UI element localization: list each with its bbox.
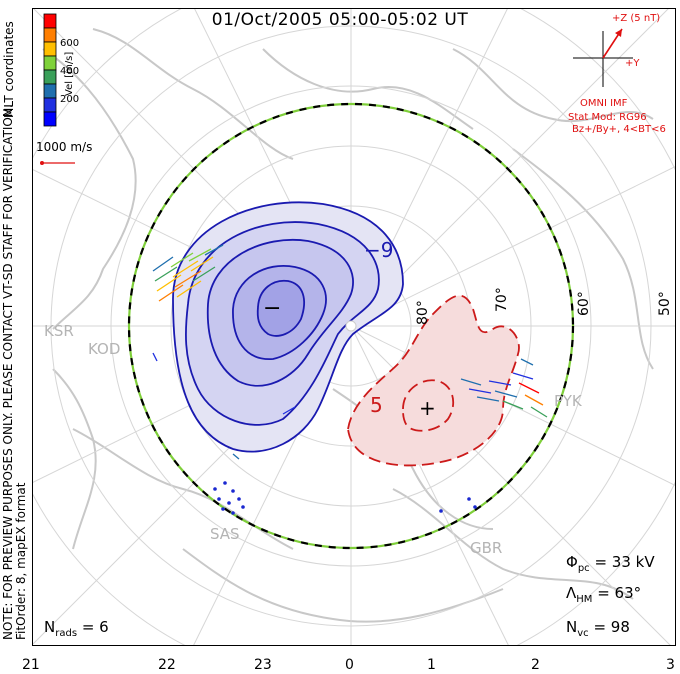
latitude-label-70: 70°	[494, 287, 510, 312]
station-kod: KOD	[88, 340, 121, 358]
mlt-tick-21: 21	[22, 657, 40, 673]
colorbar-tick-600: 600	[60, 38, 80, 49]
pole-marker	[345, 320, 357, 332]
scale-vector-label: 1000 m/s	[36, 140, 93, 154]
positive-cell-label: 5	[370, 393, 383, 417]
station-ksr: KSR	[44, 322, 74, 340]
mlt-tick-22: 22	[158, 657, 176, 673]
cross-polar-potential: Φpc = 33 kV	[566, 553, 655, 574]
dawn-vectors	[460, 358, 548, 418]
mlt-tick-1: 1	[427, 657, 436, 673]
imf-model: Stat Mod: RG96	[568, 112, 647, 123]
station-sas: SAS	[210, 525, 240, 543]
colorbar-tick-200: 200	[60, 94, 80, 105]
polar-map	[33, 9, 675, 645]
negative-cell-center: −	[263, 296, 282, 321]
latitude-label-60: 60°	[576, 291, 592, 316]
negative-cell	[172, 201, 404, 453]
hm-latitude: ΛHM = 63°	[566, 584, 642, 605]
map-title: 01/Oct/2005 05:00-05:02 UT	[211, 10, 469, 30]
mlt-tick-23: 23	[254, 657, 272, 673]
station-pyk: PYK	[554, 392, 582, 410]
latitude-label-80: 80°	[415, 300, 431, 325]
preview-note: NOTE: FOR PREVIEW PURPOSES ONLY. PLEASE …	[1, 104, 28, 640]
colorbar-tick-400: 400	[60, 66, 80, 77]
imf-dial	[573, 28, 633, 87]
map-frame	[32, 8, 676, 646]
station-gbr: GBR	[470, 539, 503, 557]
low-velocity-dots	[213, 481, 477, 515]
mlt-tick-2: 2	[531, 657, 540, 673]
positive-cell	[347, 294, 520, 467]
dusk-vectors	[152, 244, 296, 460]
coordinate-system-label: MLT coordinates	[2, 21, 16, 118]
latitude-label-50: 50°	[657, 291, 673, 316]
scale-vector	[40, 161, 75, 165]
mlt-tick-3: 3	[666, 657, 675, 673]
imf-source: OMNI IMF	[580, 98, 628, 109]
positive-cell-center: +	[419, 396, 436, 420]
mlt-tick-0: 0	[345, 657, 354, 673]
velocity-colorbar	[43, 13, 57, 127]
imf-by-label: +Y	[625, 58, 640, 69]
negative-cell-label: −9	[364, 238, 394, 262]
vector-count: Nvc = 98	[566, 618, 630, 639]
imf-condition: Bz+/By+, 4<BT<6	[572, 124, 666, 135]
imf-bz-label: +Z (5 nT)	[612, 13, 661, 24]
radar-count: Nrads = 6	[44, 618, 109, 639]
hm-boundary-dash	[127, 102, 575, 550]
